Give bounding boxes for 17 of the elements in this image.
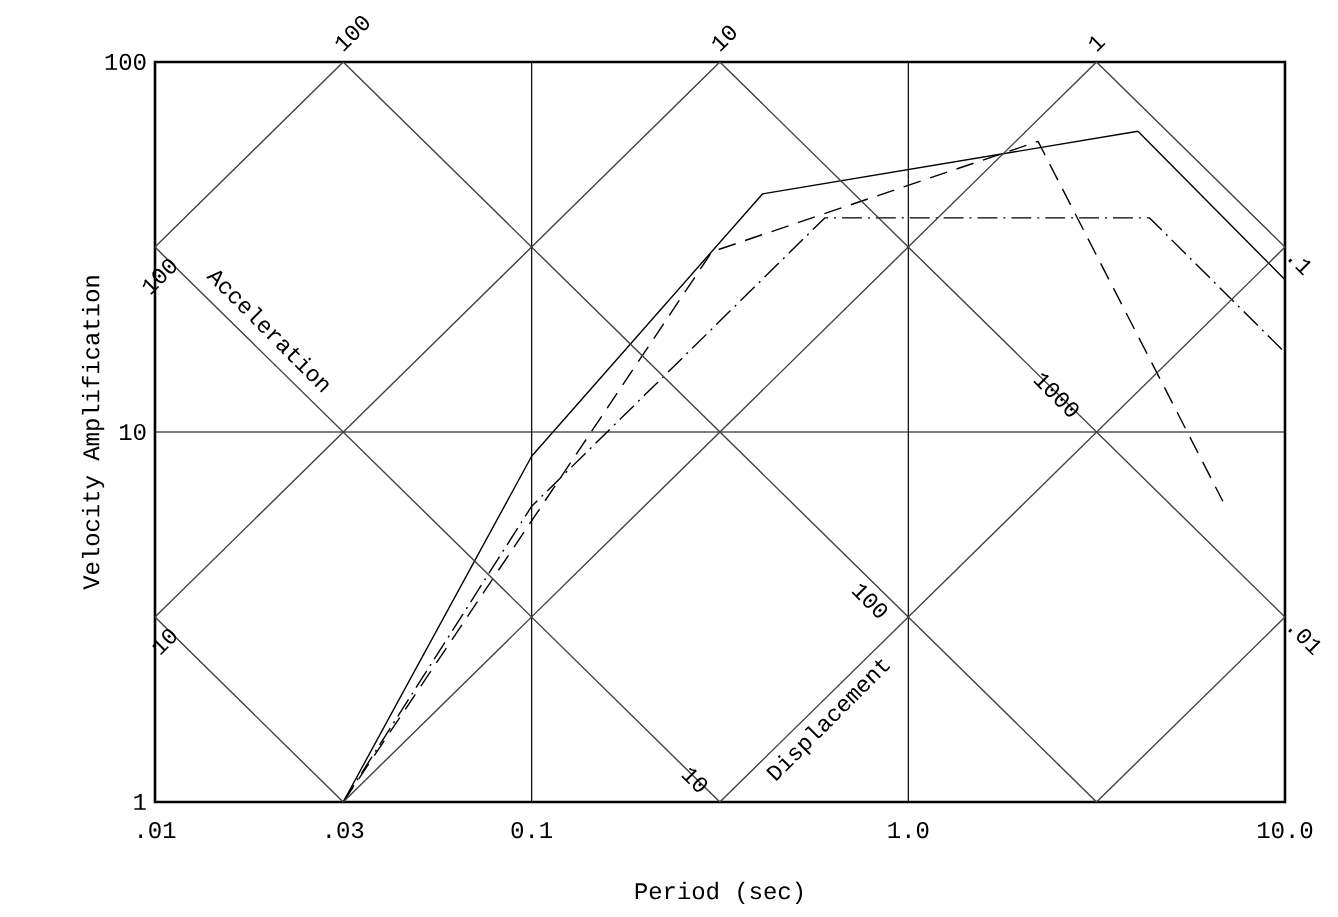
annotation: .1	[1288, 258, 1311, 276]
y-tick-label: 1	[134, 794, 146, 810]
annotation: 100	[851, 583, 888, 618]
annotation: 10	[711, 25, 736, 52]
annotation: 100	[335, 16, 370, 52]
annotation: 1	[1088, 36, 1106, 52]
x-tick-label: 1.0	[888, 821, 929, 839]
x-tick-label: 0.1	[511, 821, 553, 839]
x-tick-label: 10.0	[1258, 821, 1313, 839]
x-tick-label: .03	[327, 821, 364, 839]
y-axis-title: Velocity Amplification	[81, 276, 105, 590]
y-tick-label: 100	[105, 53, 146, 71]
x-tick-label: .01	[139, 821, 176, 839]
x-axis-title: Period (sec)	[635, 881, 803, 905]
y-tick-label: 10	[119, 423, 146, 441]
annotation: 10	[681, 767, 708, 792]
annotation: .01	[1288, 628, 1321, 656]
